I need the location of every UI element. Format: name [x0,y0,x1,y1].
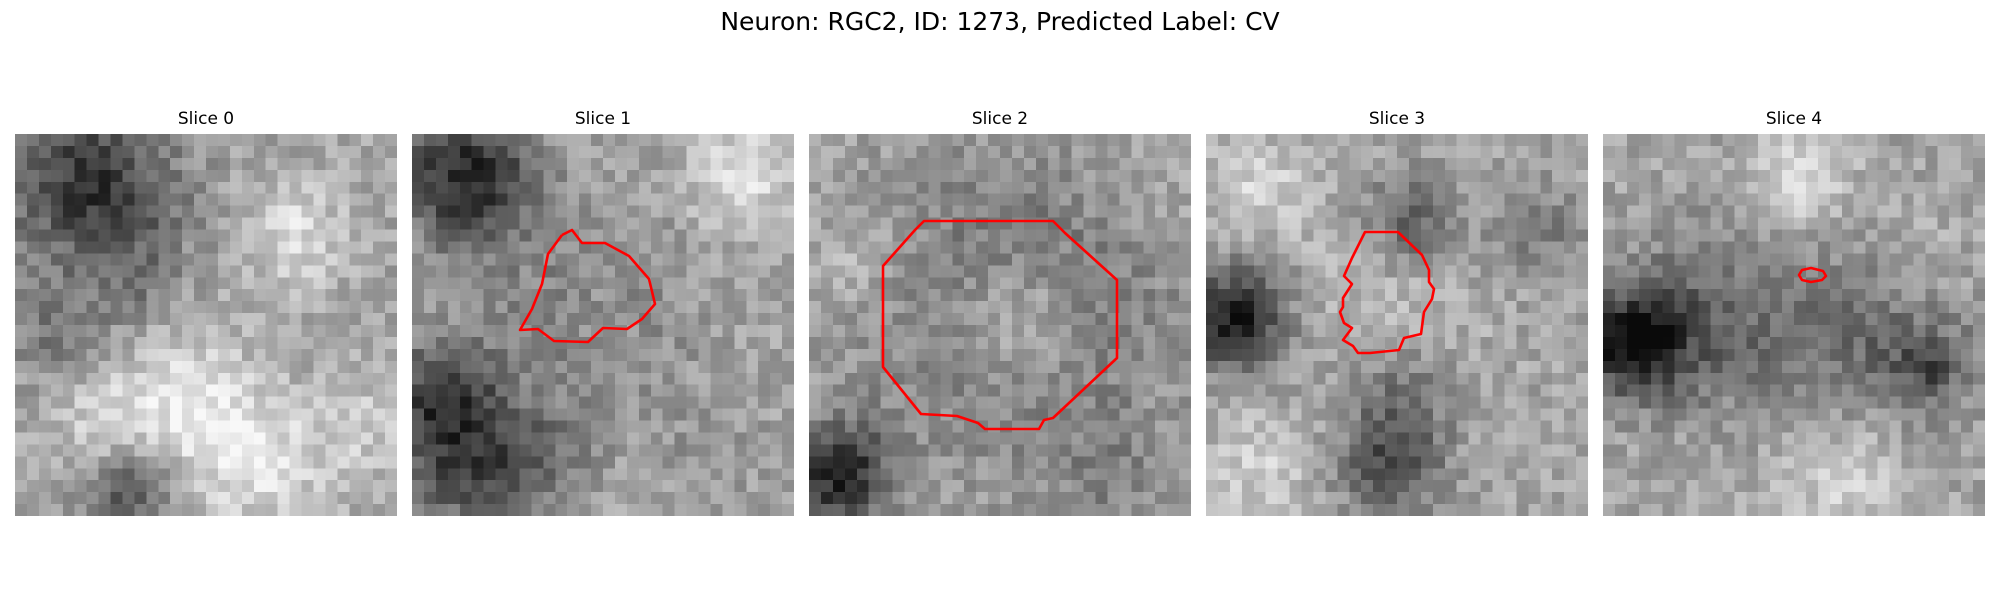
panel-title-slice-2: Slice 2 [971,109,1029,129]
slice-4-overlay [1797,266,1828,284]
panel-title-slice-3: Slice 3 [1368,109,1426,129]
figure-title: Neuron: RGC2, ID: 1273, Predicted Label:… [720,7,1280,36]
slice-3-overlay [1338,230,1436,355]
slice-1-overlay [518,228,657,344]
slice-3-contour [1338,230,1436,355]
slice-3-image [1206,134,1588,516]
slice-0-image [15,134,397,516]
slice-4-image [1603,134,1985,516]
panel-title-slice-4: Slice 4 [1765,109,1823,129]
slice-2-image [809,134,1191,516]
slice-2-contour [881,219,1119,431]
slice-0-overlay [15,134,397,516]
panel-title-slice-1: Slice 1 [574,109,632,129]
panel-title-slice-0: Slice 0 [177,109,235,129]
slice-4-contour [1797,266,1828,284]
slice-1-contour [518,228,657,344]
slice-1-image [412,134,794,516]
slice-2-overlay [881,219,1119,431]
